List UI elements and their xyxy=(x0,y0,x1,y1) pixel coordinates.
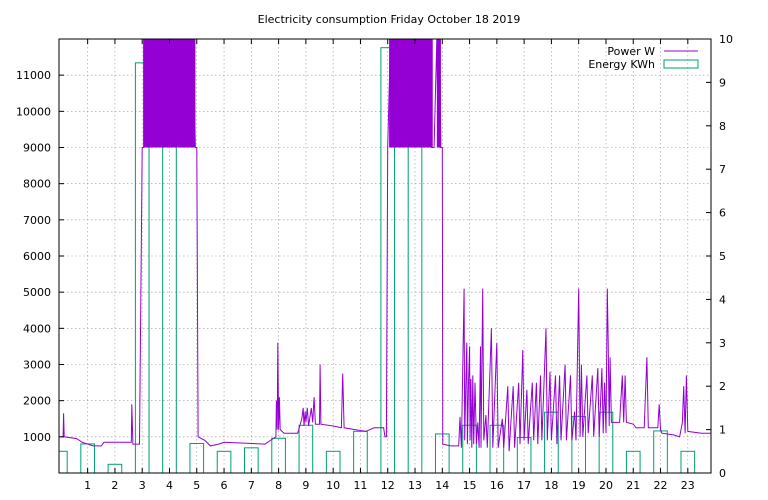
x-tick-label: 9 xyxy=(302,479,309,492)
power-line xyxy=(60,39,711,452)
x-tick-label: 16 xyxy=(490,479,504,492)
x-tick-label: 22 xyxy=(654,479,668,492)
x-tick-label: 2 xyxy=(111,479,118,492)
energy-bar xyxy=(271,437,286,473)
y-tick-label: 6000 xyxy=(23,250,51,263)
x-tick-label: 15 xyxy=(463,479,477,492)
y2-tick-label: 3 xyxy=(719,337,726,350)
y2-tick-label: 5 xyxy=(719,250,726,263)
power-saturated-block xyxy=(389,39,433,148)
y2-tick-label: 4 xyxy=(719,293,726,306)
axis-ticks: 1 2 3 4 5 6 7 8 9 10 11 12 13 14 15 16 17 18 19 20 21 22 23100… xyxy=(16,33,733,492)
legend-energy-label: Energy KWh xyxy=(588,58,655,71)
x-tick-label: 1 xyxy=(84,479,91,492)
x-tick-label: 5 xyxy=(193,479,200,492)
y2-tick-label: 0 xyxy=(719,467,726,480)
x-tick-label: 13 xyxy=(408,479,422,492)
x-tick-label: 4 xyxy=(166,479,173,492)
y2-tick-label: 1 xyxy=(719,424,726,437)
energy-bar xyxy=(298,424,314,473)
y-tick-label: 9000 xyxy=(23,142,51,155)
y2-tick-label: 6 xyxy=(719,207,726,220)
x-tick-label: 21 xyxy=(626,479,640,492)
y-tick-label: 7000 xyxy=(23,214,51,227)
energy-bar xyxy=(353,430,368,473)
x-tick-label: 23 xyxy=(681,479,695,492)
legend: Power W Energy KWh xyxy=(588,45,699,71)
energy-bar xyxy=(489,424,505,473)
y-tick-label: 10000 xyxy=(16,105,51,118)
power-saturated-block xyxy=(436,39,441,148)
x-tick-label: 17 xyxy=(517,479,531,492)
x-tick-label: 10 xyxy=(326,479,340,492)
energy-bar xyxy=(407,112,423,473)
y-tick-label: 4000 xyxy=(23,322,51,335)
y-tick-label: 11000 xyxy=(16,69,51,82)
x-tick-label: 19 xyxy=(572,479,586,492)
y-tick-label: 2000 xyxy=(23,395,51,408)
energy-bar xyxy=(59,450,68,473)
x-tick-label: 3 xyxy=(139,479,146,492)
energy-bar xyxy=(134,62,150,473)
energy-bar xyxy=(189,442,205,473)
y-tick-label: 1000 xyxy=(23,431,51,444)
energy-bar xyxy=(244,447,259,473)
power-saturated-block xyxy=(143,39,196,148)
x-tick-label: 7 xyxy=(248,479,255,492)
x-tick-label: 20 xyxy=(599,479,613,492)
y2-tick-label: 2 xyxy=(719,380,726,393)
y2-tick-label: 7 xyxy=(719,163,726,176)
x-tick-label: 12 xyxy=(381,479,395,492)
energy-bar xyxy=(107,463,123,473)
y-tick-label: 5000 xyxy=(23,286,51,299)
energy-bar xyxy=(380,47,396,473)
x-tick-label: 8 xyxy=(275,479,282,492)
x-tick-label: 18 xyxy=(544,479,558,492)
x-tick-label: 14 xyxy=(435,479,449,492)
legend-energy-swatch xyxy=(663,59,699,69)
y2-tick-label: 10 xyxy=(719,33,733,46)
chart-title: Electricity consumption Friday October 1… xyxy=(258,13,521,26)
y-tick-label: 8000 xyxy=(23,178,51,191)
legend-power-label: Power W xyxy=(607,45,655,58)
x-tick-label: 11 xyxy=(353,479,367,492)
y-tick-label: 3000 xyxy=(23,359,51,372)
y2-tick-label: 9 xyxy=(719,76,726,89)
x-tick-label: 6 xyxy=(221,479,228,492)
y2-tick-label: 8 xyxy=(719,120,726,133)
